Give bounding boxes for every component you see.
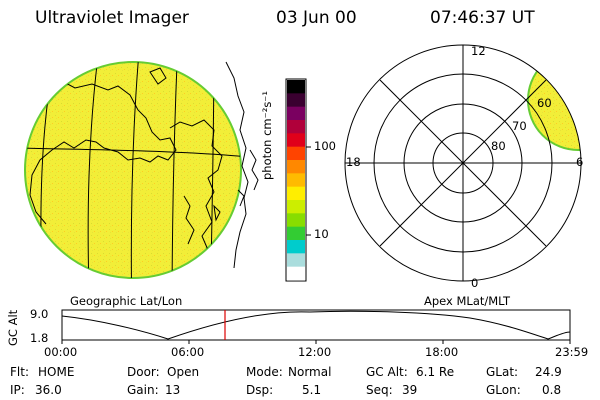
colorbar-swatch bbox=[287, 200, 305, 214]
colorbar-swatch bbox=[287, 120, 305, 134]
timeline-xtick-1800: 18:00 bbox=[425, 345, 459, 359]
timeline-xtick-0000: 00:00 bbox=[44, 345, 78, 359]
colorbar-swatch bbox=[287, 253, 305, 268]
glat-label: GLat: bbox=[486, 365, 519, 379]
gain-label: Gain: bbox=[127, 383, 159, 397]
altitude-curve bbox=[61, 310, 571, 340]
mlat-label-70: 70 bbox=[512, 119, 527, 133]
geographic-image bbox=[24, 61, 259, 279]
flt-label: Flt: bbox=[10, 365, 29, 379]
timeline-ytick-9: 9.0 bbox=[30, 307, 49, 321]
gain-value: 13 bbox=[165, 383, 181, 397]
colorbar-swatch bbox=[287, 93, 305, 108]
flt-value: HOME bbox=[38, 365, 75, 379]
colorbar-unit-label: photon cm⁻²s⁻¹ bbox=[260, 91, 274, 180]
ip-label: IP: bbox=[10, 383, 25, 397]
instrument-title: Ultraviolet Imager bbox=[35, 8, 189, 28]
mlt-label-18: 18 bbox=[346, 155, 361, 169]
seq-value: 39 bbox=[402, 383, 418, 397]
mlat-label-80: 80 bbox=[491, 139, 506, 153]
mlt-label-0: 0 bbox=[471, 276, 479, 290]
timeline-xtick-0600: 06:00 bbox=[171, 345, 205, 359]
timeline-ylabel: GC Alt bbox=[6, 309, 20, 346]
geographic-caption: Geographic Lat/Lon bbox=[70, 294, 183, 308]
timeline-xtick-2359: 23:59 bbox=[555, 345, 589, 359]
colorbar-swatch bbox=[287, 173, 305, 188]
colorbar-frame bbox=[285, 78, 307, 282]
timeline-ytick-1-8: 1.8 bbox=[30, 331, 49, 345]
image-date: 03 Jun 00 bbox=[276, 8, 357, 28]
mlt-line-diag2 bbox=[379, 79, 547, 247]
colorbar-tick-100: 100 bbox=[314, 139, 336, 153]
colorbar-tick-10: 10 bbox=[314, 227, 329, 241]
colorbar-swatch bbox=[287, 146, 305, 161]
coastlines bbox=[29, 67, 223, 278]
glon-value: 0.8 bbox=[542, 383, 562, 397]
colorbar bbox=[285, 78, 311, 282]
timeline-xtick-1200: 12:00 bbox=[298, 345, 332, 359]
door-label: Door: bbox=[127, 365, 160, 379]
colorbar-swatch bbox=[287, 213, 305, 228]
seq-label: Seq: bbox=[366, 383, 393, 397]
colorbar-swatch bbox=[287, 266, 305, 281]
polar-plot bbox=[344, 44, 582, 282]
mode-value: Normal bbox=[288, 365, 332, 379]
timeline-frame bbox=[61, 309, 571, 341]
gcalt-value: 6.1 Re bbox=[416, 365, 455, 379]
mode-label: Mode: bbox=[246, 365, 283, 379]
door-value: Open bbox=[167, 365, 200, 379]
apex-caption: Apex MLat/MLT bbox=[424, 294, 511, 308]
colorbar-swatch bbox=[287, 240, 305, 254]
gcalt-label: GC Alt: bbox=[366, 365, 408, 379]
outer-coastline-fragments bbox=[225, 61, 259, 269]
colorbar-swatch bbox=[287, 80, 305, 94]
ip-value: 36.0 bbox=[35, 383, 62, 397]
image-time: 07:46:37 UT bbox=[430, 8, 535, 28]
colorbar-swatch bbox=[287, 186, 305, 201]
glat-value: 24.9 bbox=[535, 365, 562, 379]
glon-label: GLon: bbox=[486, 383, 521, 397]
altitude-timeline bbox=[61, 309, 571, 344]
colorbar-swatch bbox=[287, 133, 305, 148]
colorbar-swatch bbox=[287, 160, 305, 174]
mlt-label-6: 6 bbox=[576, 155, 584, 169]
colorbar-swatch bbox=[287, 106, 305, 121]
dsp-label: Dsp: bbox=[246, 383, 274, 397]
mlat-label-60: 60 bbox=[537, 96, 552, 110]
dsp-value: 5.1 bbox=[302, 383, 322, 397]
colorbar-swatch bbox=[287, 226, 305, 241]
mlt-label-12: 12 bbox=[471, 44, 486, 58]
